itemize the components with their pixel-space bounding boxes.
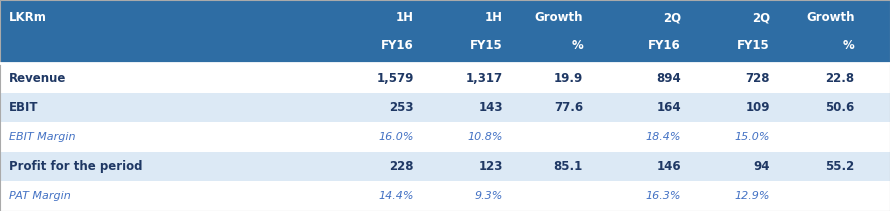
Bar	[0, 93, 890, 122]
Text: EBIT Margin: EBIT Margin	[9, 132, 76, 142]
Text: 1,317: 1,317	[465, 72, 503, 85]
Text: 146: 146	[656, 160, 681, 173]
Text: %: %	[571, 39, 583, 52]
Bar	[0, 122, 890, 152]
Text: FY15: FY15	[470, 39, 503, 52]
Text: 16.3%: 16.3%	[645, 191, 681, 201]
Text: Revenue: Revenue	[9, 72, 66, 85]
Text: 2Q: 2Q	[663, 11, 681, 24]
Text: 164: 164	[656, 101, 681, 114]
Text: 143: 143	[478, 101, 503, 114]
Text: %: %	[843, 39, 854, 52]
Text: 109: 109	[745, 101, 770, 114]
Text: EBIT: EBIT	[9, 101, 38, 114]
Text: 94: 94	[753, 160, 770, 173]
Text: 9.3%: 9.3%	[474, 191, 503, 201]
Text: LKRm: LKRm	[9, 11, 47, 24]
Bar	[0, 181, 890, 211]
Text: FY15: FY15	[737, 39, 770, 52]
Text: FY16: FY16	[648, 39, 681, 52]
Text: 1H: 1H	[396, 11, 414, 24]
Text: 22.8: 22.8	[825, 72, 854, 85]
Text: 2Q: 2Q	[752, 11, 770, 24]
Text: 19.9: 19.9	[554, 72, 583, 85]
Text: 253: 253	[389, 101, 414, 114]
Text: 12.9%: 12.9%	[734, 191, 770, 201]
Bar	[0, 63, 890, 93]
Text: 15.0%: 15.0%	[734, 132, 770, 142]
Text: 123: 123	[479, 160, 503, 173]
Text: 728: 728	[745, 72, 770, 85]
Text: 14.4%: 14.4%	[378, 191, 414, 201]
Bar	[0, 0, 890, 63]
Bar	[0, 152, 890, 181]
Text: Growth: Growth	[806, 11, 854, 24]
Text: 85.1: 85.1	[554, 160, 583, 173]
Text: 16.0%: 16.0%	[378, 132, 414, 142]
Text: 1,579: 1,579	[376, 72, 414, 85]
Text: Growth: Growth	[535, 11, 583, 24]
Text: 18.4%: 18.4%	[645, 132, 681, 142]
Text: 50.6: 50.6	[825, 101, 854, 114]
Text: 77.6: 77.6	[554, 101, 583, 114]
Text: 894: 894	[656, 72, 681, 85]
Text: PAT Margin: PAT Margin	[9, 191, 70, 201]
Text: 1H: 1H	[485, 11, 503, 24]
Text: 228: 228	[389, 160, 414, 173]
Text: Profit for the period: Profit for the period	[9, 160, 142, 173]
Text: 55.2: 55.2	[825, 160, 854, 173]
Text: FY16: FY16	[381, 39, 414, 52]
Text: 10.8%: 10.8%	[467, 132, 503, 142]
